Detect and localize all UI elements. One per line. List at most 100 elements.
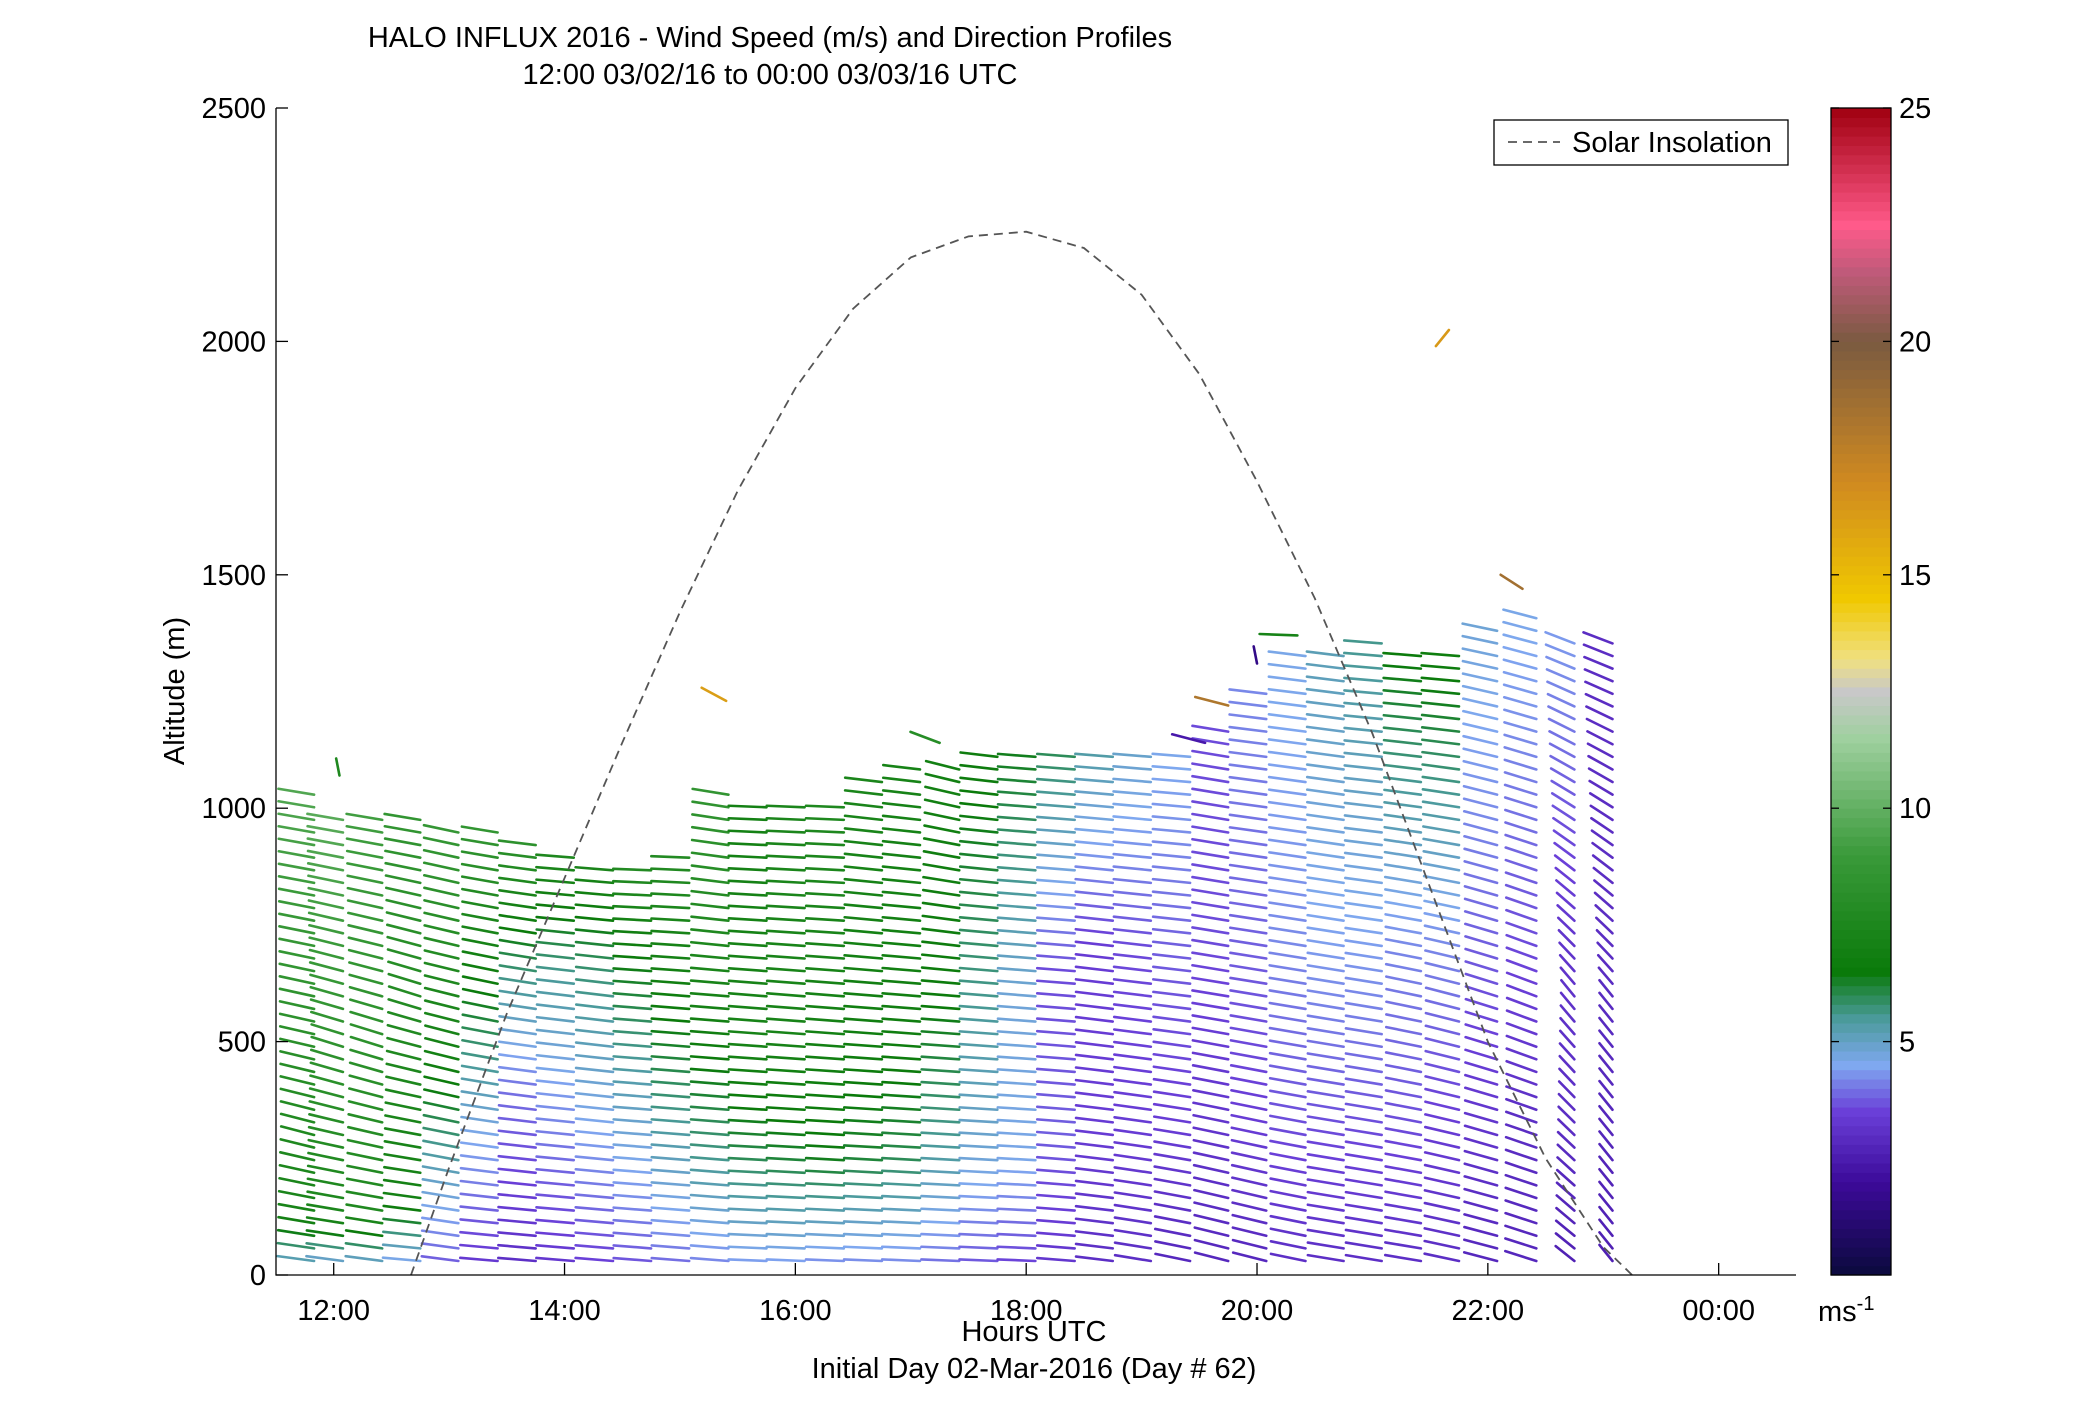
wind-barb [1191, 989, 1230, 998]
wind-barb [347, 936, 384, 948]
wind-barb [574, 978, 615, 986]
wind-barb [1344, 1178, 1383, 1187]
wind-barb [382, 1191, 422, 1200]
wind-barb [880, 1220, 922, 1225]
wind-barb [1421, 763, 1461, 771]
wind-barb [308, 923, 345, 935]
wind-barb [765, 1093, 806, 1099]
wind-barb [1423, 936, 1461, 948]
wind-barb [1559, 991, 1576, 1011]
wind-barb [1505, 1085, 1538, 1099]
wind-barb [881, 1093, 922, 1099]
wind-barb [1504, 1173, 1538, 1187]
wind-barb [1268, 876, 1307, 885]
wind-barb [1504, 1135, 1538, 1149]
wind-barb [1231, 1238, 1268, 1250]
wind-barb [1191, 1014, 1230, 1023]
wind-barb [1035, 891, 1076, 897]
wind-barb [345, 1190, 384, 1200]
wind-barb [1556, 1130, 1576, 1149]
wind-barb [804, 1220, 846, 1225]
isolated-wind-barb [1193, 695, 1230, 707]
wind-barb [996, 790, 1037, 796]
wind-barb [958, 1080, 999, 1086]
wind-barb [386, 935, 422, 948]
wind-barb [1035, 1004, 1076, 1011]
wind-barb [1504, 1199, 1538, 1212]
wind-barb [1305, 763, 1345, 771]
wind-barb [1306, 1190, 1345, 1200]
wind-barb [498, 1002, 537, 1011]
wind-barb [1113, 1241, 1153, 1250]
wind-barb [1306, 1014, 1345, 1023]
wind-barb [612, 1004, 653, 1011]
wind-barb [1231, 1176, 1268, 1187]
colorbar-cell [1831, 1013, 1891, 1024]
wind-barb [1191, 812, 1230, 822]
wind-barb [650, 1092, 691, 1099]
wind-barb [1152, 1003, 1192, 1011]
wind-barb [310, 1023, 345, 1036]
wind-barb [386, 1023, 422, 1036]
wind-barb [959, 789, 999, 796]
colorbar-cell [1831, 350, 1891, 361]
wind-barb [1191, 1064, 1230, 1074]
wind-barb [765, 1258, 806, 1263]
wind-barb [346, 862, 384, 872]
wind-barb [1035, 1080, 1076, 1086]
wind-barb [1344, 1052, 1383, 1061]
colorbar-cell [1831, 462, 1891, 473]
wind-barb [996, 752, 1037, 759]
wind-barb [345, 1216, 384, 1225]
wind-barb [1343, 726, 1383, 733]
wind-barb [1343, 876, 1383, 885]
wind-barb [459, 1230, 499, 1238]
wind-barb [1556, 1156, 1576, 1175]
wind-barb [384, 886, 422, 897]
wind-barb [1035, 1118, 1076, 1124]
wind-barb [1151, 877, 1192, 885]
colorbar-cell [1831, 192, 1891, 202]
x-tick-label: 00:00 [1682, 1295, 1755, 1327]
wind-barb [1505, 996, 1538, 1011]
colorbar-cell [1831, 1209, 1891, 1220]
wind-barb [1035, 853, 1076, 859]
wind-barb [535, 1142, 576, 1149]
wind-barb [1191, 1026, 1230, 1036]
wind-barb [804, 1232, 846, 1238]
wind-barb [1586, 730, 1614, 746]
wind-barb [1035, 1143, 1076, 1149]
wind-barb [921, 901, 961, 910]
wind-barb [306, 862, 345, 872]
colorbar-cell [1831, 285, 1891, 296]
wind-barb [1598, 1067, 1614, 1086]
wind-barb [765, 992, 806, 998]
wind-barb [1384, 900, 1423, 910]
wind-barb [497, 1231, 537, 1238]
wind-barb [1423, 1201, 1461, 1212]
wind-barb [1231, 1251, 1268, 1263]
colorbar-cell [1831, 1153, 1891, 1164]
wind-barb [1598, 1155, 1614, 1175]
wind-barb [843, 1017, 884, 1023]
wind-barb [650, 1042, 691, 1049]
wind-barb [765, 879, 806, 885]
wind-barb [1229, 1014, 1268, 1023]
wind-barb [498, 889, 537, 897]
wind-barb [1229, 926, 1268, 935]
wind-barb [460, 850, 499, 859]
wind-barb [305, 1242, 345, 1250]
wind-barb [690, 889, 730, 897]
wind-barb [1035, 1181, 1076, 1187]
wind-barb [1344, 976, 1383, 986]
wind-barb [1424, 1062, 1461, 1074]
wind-barb [1504, 833, 1538, 847]
wind-barb [1545, 668, 1576, 683]
colorbar-cell [1831, 154, 1891, 165]
wind-barb [1269, 1127, 1307, 1137]
wind-barb [535, 1079, 576, 1086]
wind-barb [1191, 800, 1230, 809]
wind-barb [498, 976, 537, 986]
wind-barb [1267, 800, 1307, 809]
wind-barb [689, 1193, 730, 1200]
